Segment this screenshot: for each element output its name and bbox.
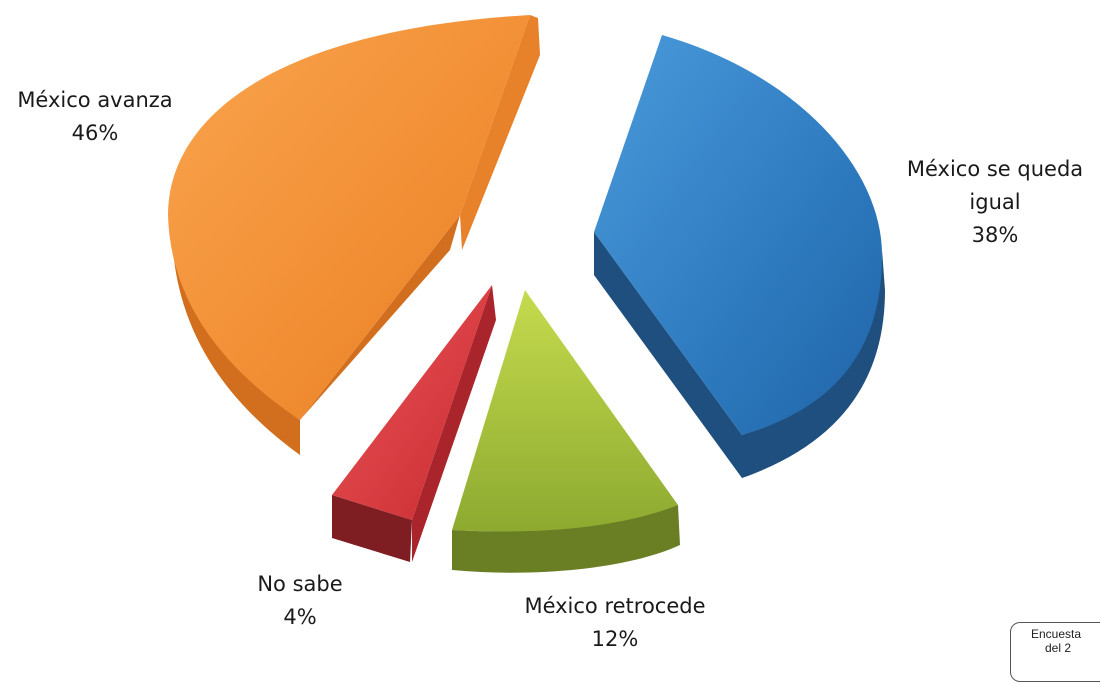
slice-mexico-retrocede-top (452, 290, 678, 532)
label-mexico-avanza: México avanza 46% (0, 84, 190, 150)
slice-mexico-retrocede-side (452, 505, 680, 573)
pie-chart (168, 15, 885, 573)
label-mexico-igual: México se queda igual 38% (890, 153, 1100, 252)
slice-mexico-avanza-side (171, 210, 460, 455)
slice-no-sabe-side (332, 495, 412, 562)
label-no-sabe-name: No sabe (257, 572, 343, 596)
source-note-box: Encuesta del 2 (1010, 622, 1100, 682)
slice-no-sabe-edge (412, 285, 496, 562)
label-mexico-retrocede-pct: 12% (591, 627, 639, 651)
label-mexico-retrocede-name: México retrocede (524, 594, 706, 618)
slice-mexico-avanza (168, 15, 540, 455)
slice-mexico-avanza-top (168, 15, 530, 420)
slice-no-sabe-top (332, 285, 492, 520)
source-note-line2: del 2 (1045, 641, 1072, 655)
label-mexico-avanza-pct: 46% (71, 121, 119, 145)
slice-mexico-avanza-depth-edge (460, 15, 540, 250)
label-mexico-igual-pct: 38% (971, 223, 1019, 247)
slice-mexico-igual-top (594, 35, 882, 435)
slice-mexico-igual-side (594, 232, 885, 478)
label-mexico-avanza-name: México avanza (17, 88, 173, 112)
slice-mexico-igual (594, 35, 885, 478)
label-no-sabe: No sabe 4% (240, 568, 360, 634)
slice-mexico-retrocede (452, 290, 680, 573)
label-mexico-retrocede: México retrocede 12% (500, 590, 730, 656)
label-no-sabe-pct: 4% (283, 605, 317, 629)
source-note-line1: Encuesta (1031, 627, 1082, 641)
label-mexico-igual-name: México se queda igual (906, 157, 1084, 214)
slice-no-sabe (332, 285, 496, 562)
